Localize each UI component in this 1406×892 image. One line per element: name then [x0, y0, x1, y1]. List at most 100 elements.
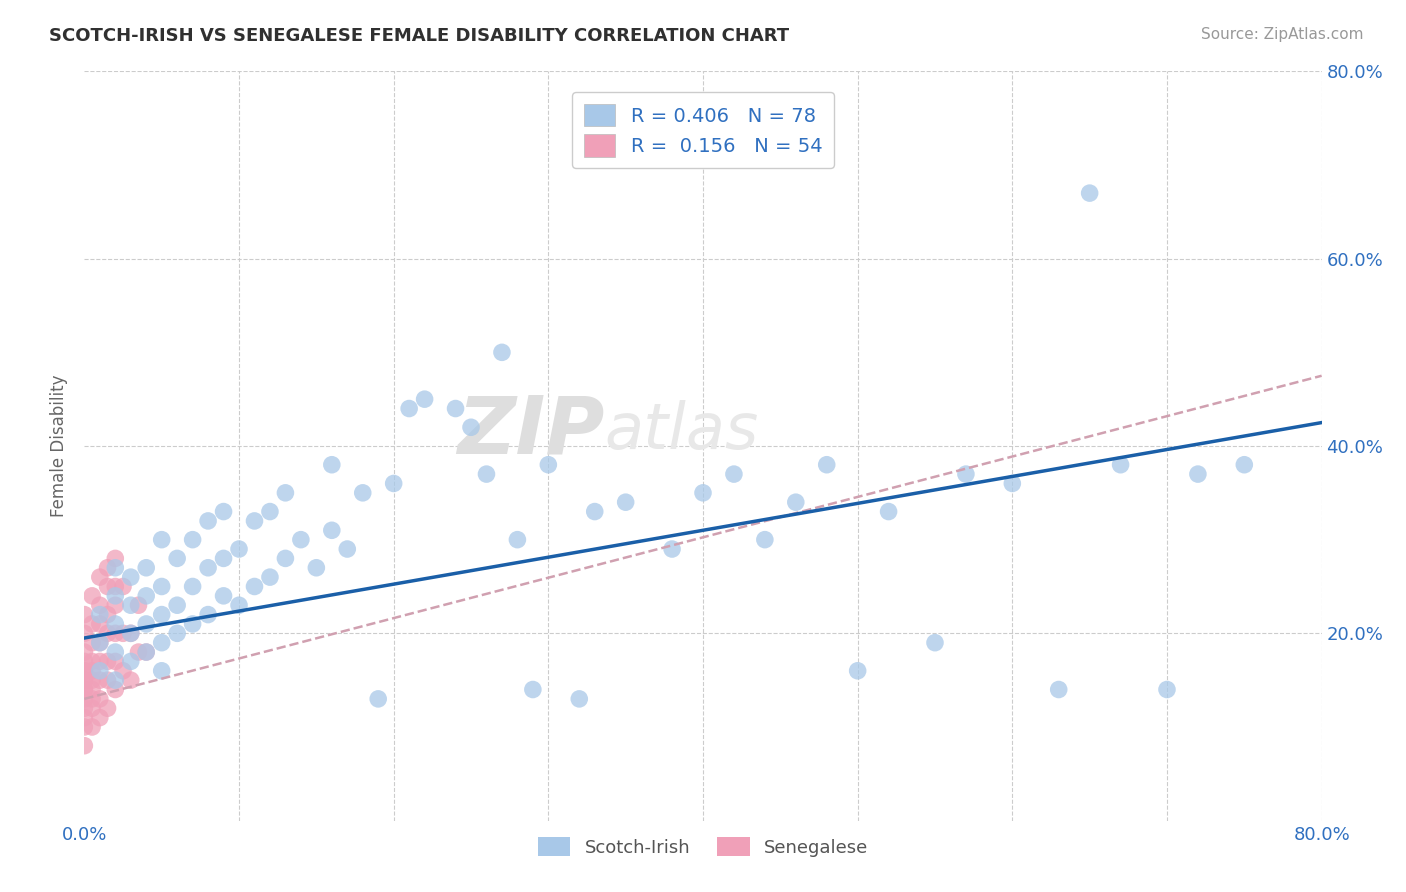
Point	[815, 458, 838, 472]
Point	[614, 495, 637, 509]
Point	[150, 580, 173, 594]
Point	[96, 673, 118, 688]
Point	[259, 505, 281, 519]
Point	[82, 655, 104, 669]
Point	[305, 561, 328, 575]
Point	[73, 739, 96, 753]
Point	[96, 701, 118, 715]
Legend: Scotch-Irish, Senegalese: Scotch-Irish, Senegalese	[530, 830, 876, 864]
Point	[181, 617, 204, 632]
Point	[120, 626, 142, 640]
Point	[491, 345, 513, 359]
Point	[212, 589, 235, 603]
Point	[661, 542, 683, 557]
Point	[150, 607, 173, 622]
Point	[955, 467, 977, 482]
Point	[73, 673, 96, 688]
Point	[96, 655, 118, 669]
Point	[166, 599, 188, 613]
Point	[104, 673, 127, 688]
Point	[1233, 458, 1256, 472]
Point	[877, 505, 900, 519]
Point	[120, 626, 142, 640]
Point	[212, 505, 235, 519]
Point	[120, 655, 142, 669]
Point	[127, 599, 149, 613]
Point	[89, 617, 111, 632]
Point	[127, 645, 149, 659]
Point	[73, 692, 96, 706]
Point	[89, 570, 111, 584]
Point	[82, 664, 104, 678]
Point	[150, 664, 173, 678]
Point	[568, 692, 591, 706]
Text: ZIP: ZIP	[457, 392, 605, 470]
Point	[583, 505, 606, 519]
Point	[120, 599, 142, 613]
Point	[1109, 458, 1132, 472]
Point	[104, 580, 127, 594]
Point	[413, 392, 436, 407]
Point	[73, 655, 96, 669]
Point	[104, 626, 127, 640]
Point	[89, 655, 111, 669]
Point	[104, 551, 127, 566]
Point	[243, 514, 266, 528]
Point	[73, 701, 96, 715]
Point	[104, 561, 127, 575]
Text: Source: ZipAtlas.com: Source: ZipAtlas.com	[1201, 27, 1364, 42]
Point	[181, 580, 204, 594]
Point	[96, 626, 118, 640]
Point	[924, 635, 946, 649]
Point	[352, 486, 374, 500]
Point	[104, 589, 127, 603]
Point	[73, 682, 96, 697]
Point	[1047, 682, 1070, 697]
Point	[104, 599, 127, 613]
Point	[73, 710, 96, 724]
Point	[73, 682, 96, 697]
Point	[398, 401, 420, 416]
Point	[82, 682, 104, 697]
Point	[197, 561, 219, 575]
Point	[82, 673, 104, 688]
Point	[112, 664, 135, 678]
Point	[89, 673, 111, 688]
Point	[228, 599, 250, 613]
Point	[96, 580, 118, 594]
Point	[73, 664, 96, 678]
Point	[104, 645, 127, 659]
Point	[506, 533, 529, 547]
Point	[460, 420, 482, 434]
Point	[82, 635, 104, 649]
Point	[82, 692, 104, 706]
Point	[89, 599, 111, 613]
Point	[89, 664, 111, 678]
Text: SCOTCH-IRISH VS SENEGALESE FEMALE DISABILITY CORRELATION CHART: SCOTCH-IRISH VS SENEGALESE FEMALE DISABI…	[49, 27, 789, 45]
Point	[82, 617, 104, 632]
Point	[150, 533, 173, 547]
Point	[73, 645, 96, 659]
Point	[197, 607, 219, 622]
Point	[228, 542, 250, 557]
Point	[96, 607, 118, 622]
Point	[166, 551, 188, 566]
Point	[104, 655, 127, 669]
Point	[104, 617, 127, 632]
Point	[290, 533, 312, 547]
Point	[89, 607, 111, 622]
Point	[537, 458, 560, 472]
Point	[89, 710, 111, 724]
Point	[135, 645, 157, 659]
Point	[785, 495, 807, 509]
Point	[336, 542, 359, 557]
Point	[475, 467, 498, 482]
Point	[259, 570, 281, 584]
Point	[197, 514, 219, 528]
Point	[82, 701, 104, 715]
Point	[73, 664, 96, 678]
Point	[89, 635, 111, 649]
Point	[274, 551, 297, 566]
Point	[89, 692, 111, 706]
Point	[135, 645, 157, 659]
